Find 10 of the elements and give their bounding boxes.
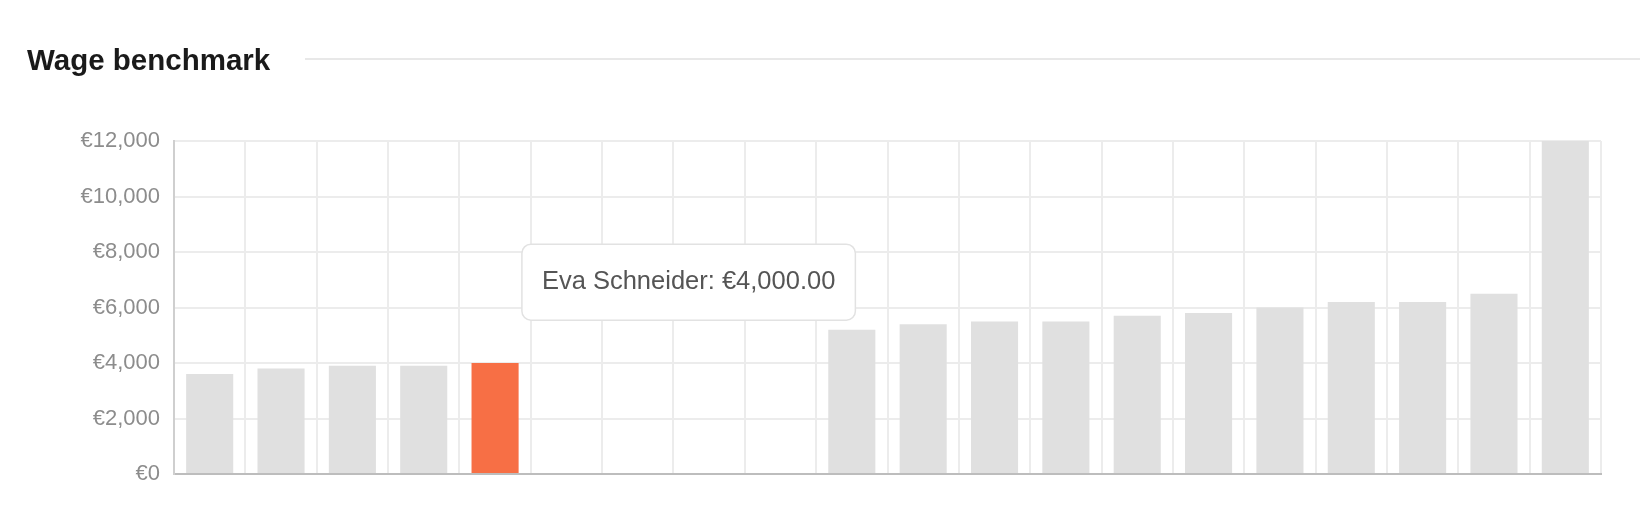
y-tick-label: €4,000 [92,349,160,375]
y-tick-label: €10,000 [80,182,160,208]
y-tick-label: €0 [135,460,160,486]
annotation: Eva Schneider: €4,000.00 [541,266,836,295]
bar [471,363,519,473]
y-tick-label: €6,000 [92,293,160,319]
chart-title: Wage benchmark [27,42,271,78]
y-tick-label: €12,000 [80,127,160,153]
y-tick-label: €8,000 [92,238,160,264]
y-tick-label: €2,000 [92,404,160,430]
